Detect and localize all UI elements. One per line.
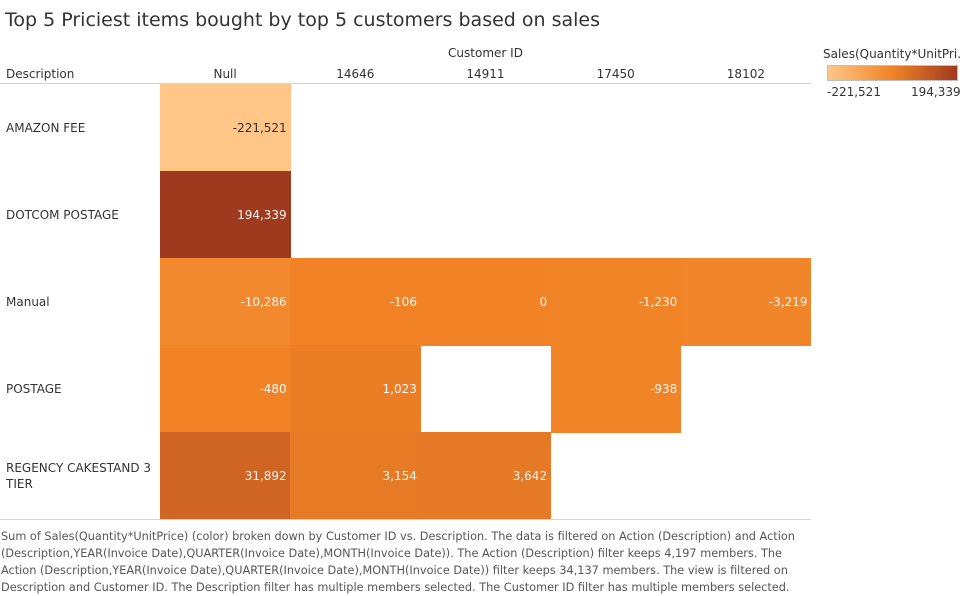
cell-value-label: 3,642 [512,468,548,483]
column-header[interactable]: 18102 [726,67,765,81]
row-label[interactable]: AMAZON FEE [6,120,86,135]
heatmap-cell[interactable]: -106 [290,258,421,346]
bottom-divider [0,519,811,520]
cell-value-label: -938 [650,381,678,396]
row-label[interactable]: REGENCY CAKESTAND 3 TIER [6,460,152,491]
heatmap-cell[interactable]: 3,154 [290,432,421,520]
cell-value-label: 31,892 [244,468,287,483]
column-header[interactable]: 14646 [336,67,375,81]
column-header[interactable]: 17450 [596,67,635,81]
cell-value-label: 3,154 [382,468,417,483]
legend-min-label: -221,521 [827,85,881,99]
heatmap-cell[interactable]: 194,339 [160,171,291,259]
heatmap-cell[interactable]: -480 [160,345,291,433]
legend-max-label: 194,339 [911,85,961,99]
chart-caption: Sum of Sales(Quantity*UnitPrice) (color)… [1,530,795,594]
cell-value-label: 0 [539,294,548,309]
cell-value-label: -221,521 [232,120,287,135]
heatmap-cell[interactable]: 31,892 [160,432,291,520]
cell-value-label: -106 [389,294,417,309]
cell-value-label: 194,339 [237,207,287,222]
row-header-label: Description [6,67,75,81]
cell-value-label: -10,286 [240,294,287,309]
heatmap-cell[interactable]: -1,230 [550,258,682,346]
heatmap-cell[interactable]: -221,521 [160,84,291,172]
header-divider [0,83,811,84]
column-header[interactable]: Null [213,67,237,81]
row-label[interactable]: DOTCOM POSTAGE [6,207,119,222]
heatmap-cell[interactable]: -10,286 [160,258,291,346]
cell-value-label: -480 [259,381,287,396]
chart-title: Top 5 Priciest items bought by top 5 cus… [5,9,600,31]
cell-value-label: -1,230 [638,294,678,309]
cell-value-label: 1,023 [382,381,417,396]
heatmap-cell[interactable]: 3,642 [420,432,552,520]
row-label[interactable]: Manual [6,294,50,309]
column-header[interactable]: 14911 [466,67,505,81]
heatmap-cell[interactable]: -938 [550,345,682,433]
heatmap-cell[interactable]: 0 [420,258,552,346]
cell-value-label: -3,219 [768,294,808,309]
legend-title[interactable]: Sales(Quantity*UnitPri.. [823,47,961,61]
heatmap-cell[interactable]: -3,219 [680,258,812,346]
row-label[interactable]: POSTAGE [6,381,62,396]
column-group-label: Customer ID [448,46,523,60]
heatmap-cell[interactable]: 1,023 [290,345,421,433]
legend-color-ramp[interactable] [827,65,958,81]
